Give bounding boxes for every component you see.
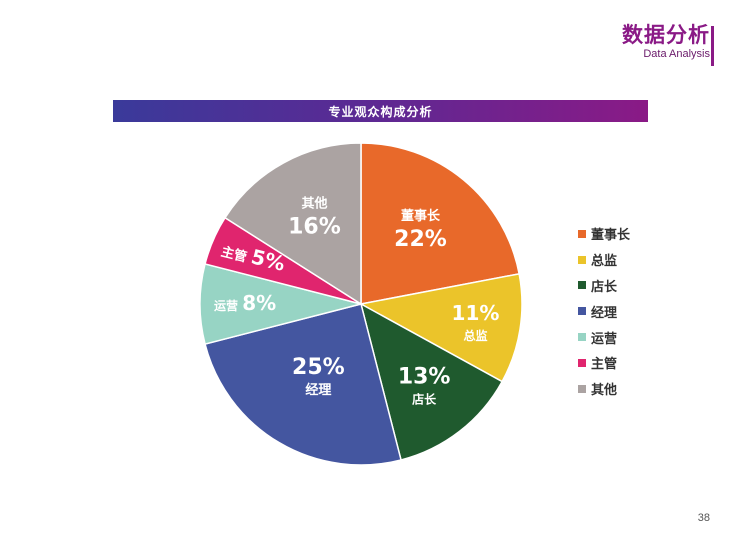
header-accent-bar (711, 26, 714, 66)
section-subtitle: Data Analysis (643, 48, 710, 60)
chart-title-banner: 专业观众构成分析 (113, 100, 648, 122)
slice-label-group-4: 经理 25% (292, 355, 345, 398)
legend-item-7: 其他 (578, 376, 630, 402)
slice-label-group-1: 董事长 22% (394, 208, 447, 252)
legend-label: 店长 (591, 279, 618, 295)
legend-label: 经理 (591, 305, 618, 321)
legend-swatch (578, 358, 586, 367)
legend-label: 总监 (591, 254, 618, 270)
legend-swatch (578, 229, 586, 238)
chart-title: 专业观众构成分析 (328, 104, 433, 119)
slice-percent-1: 22% (394, 227, 447, 252)
legend-swatch (578, 307, 586, 316)
pie-slice-3 (359, 302, 504, 461)
legend-item-2: 总监 (578, 247, 630, 273)
slice-percent-3: 13% (398, 364, 451, 389)
slice-label-5: 运营 8% (214, 291, 276, 315)
slice-name-7: 其他 (301, 195, 327, 211)
legend-label: 主管 (591, 357, 618, 373)
legend-swatch (578, 281, 586, 290)
slice-label-group-2: 总监 11% (452, 301, 500, 343)
legend-item-4: 经理 (578, 298, 630, 324)
slice-name: 运营 (214, 298, 242, 313)
legend-swatch (578, 255, 586, 264)
pie-slice-1 (360, 142, 521, 305)
section-header: 数据分析 Data Analysis (622, 22, 710, 61)
slice-label-group-7: 其他 16% (288, 195, 341, 239)
pie-slice-7 (224, 142, 362, 306)
legend-swatch (578, 384, 586, 393)
slice-label-group-5: 运营 8% (214, 291, 276, 315)
page-number: 38 (697, 512, 710, 524)
slice-percent-4: 25% (292, 355, 345, 380)
legend-label: 董事长 (591, 228, 631, 244)
legend-item-6: 主管 (578, 350, 630, 376)
slice-label-group-3: 店长 13% (398, 364, 451, 406)
slice-name-3: 店长 (412, 391, 437, 406)
chart-legend: 董事长总监店长经理运营主管其他 (578, 221, 630, 402)
legend-item-3: 店长 (578, 273, 630, 299)
legend-label: 其他 (591, 383, 618, 399)
section-title: 数据分析 (622, 23, 710, 47)
slice-name-2: 总监 (463, 328, 487, 343)
legend-item-5: 运营 (578, 324, 630, 350)
legend-item-1: 董事长 (578, 221, 630, 247)
slice-percent: 8% (242, 291, 276, 315)
slice-percent-7: 16% (288, 214, 341, 239)
slice-percent-2: 11% (452, 301, 500, 325)
slice-name-1: 董事长 (401, 208, 441, 224)
pie-slice-2 (358, 272, 523, 383)
slice-name-4: 经理 (305, 382, 331, 398)
pie-slice-4 (204, 303, 402, 466)
slice-name: 主管 (219, 244, 252, 267)
legend-label: 运营 (591, 331, 618, 347)
legend-swatch (578, 333, 586, 342)
